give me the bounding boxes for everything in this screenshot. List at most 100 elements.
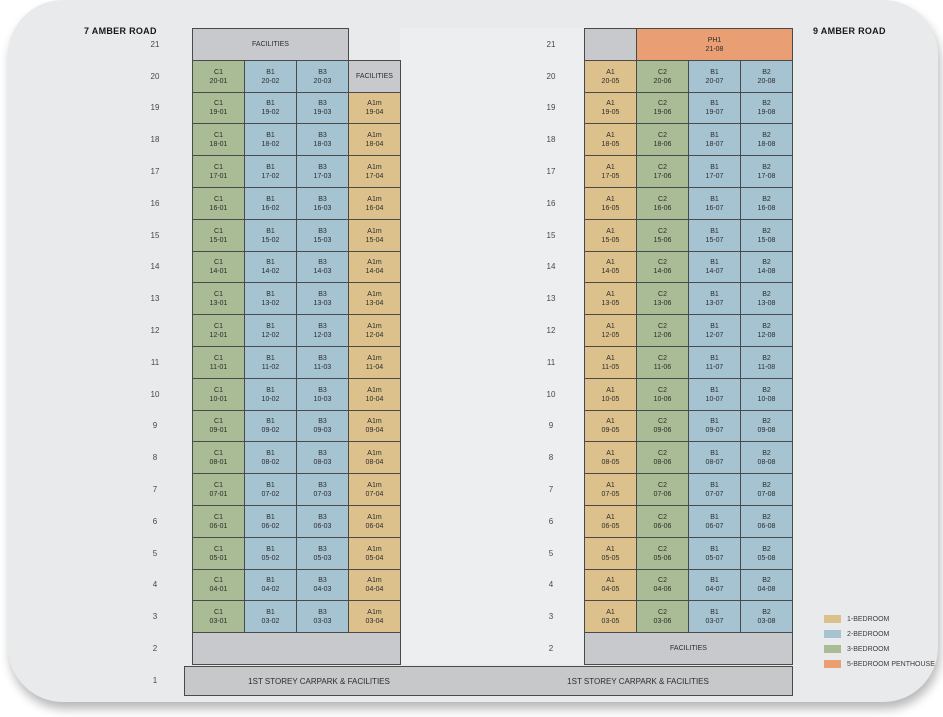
unit-cell-14-05[interactable]: A1 14-05: [584, 251, 637, 283]
unit-cell-09-01[interactable]: C1 09-01: [192, 410, 245, 442]
unit-cell-17-01[interactable]: C1 17-01: [192, 155, 245, 188]
unit-cell-05-06[interactable]: C2 05-06: [636, 537, 689, 570]
unit-cell-09-08[interactable]: B2 09-08: [740, 410, 793, 442]
unit-cell-12-07[interactable]: B1 12-07: [688, 314, 741, 347]
unit-cell-14-08[interactable]: B2 14-08: [740, 251, 793, 283]
unit-cell-16-04[interactable]: A1m 16-04: [348, 187, 401, 220]
unit-cell-09-07[interactable]: B1 09-07: [688, 410, 741, 442]
unit-cell-11-07[interactable]: B1 11-07: [688, 346, 741, 379]
unit-cell-15-07[interactable]: B1 15-07: [688, 219, 741, 252]
unit-cell-10-04[interactable]: A1m 10-04: [348, 378, 401, 411]
unit-cell-19-03[interactable]: B3 19-03: [296, 92, 349, 124]
unit-cell-07-02[interactable]: B1 07-02: [244, 473, 297, 506]
unit-cell-06-02[interactable]: B1 06-02: [244, 505, 297, 538]
unit-cell-15-08[interactable]: B2 15-08: [740, 219, 793, 252]
unit-cell-20-05[interactable]: A1 20-05: [584, 60, 637, 93]
unit-cell-08-04[interactable]: A1m 08-04: [348, 441, 401, 474]
unit-cell-10-06[interactable]: C2 10-06: [636, 378, 689, 411]
unit-cell-16-08[interactable]: B2 16-08: [740, 187, 793, 220]
unit-cell-04-06[interactable]: C2 04-06: [636, 569, 689, 601]
unit-cell-17-08[interactable]: B2 17-08: [740, 155, 793, 188]
unit-cell-19-01[interactable]: C1 19-01: [192, 92, 245, 124]
unit-cell-17-05[interactable]: A1 17-05: [584, 155, 637, 188]
unit-cell-03-06[interactable]: C2 03-06: [636, 600, 689, 633]
unit-cell-15-02[interactable]: B1 15-02: [244, 219, 297, 252]
unit-cell-13-07[interactable]: B1 13-07: [688, 282, 741, 315]
unit-cell-05-02[interactable]: B1 05-02: [244, 537, 297, 570]
unit-cell-07-01[interactable]: C1 07-01: [192, 473, 245, 506]
unit-cell-10-01[interactable]: C1 10-01: [192, 378, 245, 411]
unit-cell-19-06[interactable]: C2 19-06: [636, 92, 689, 124]
unit-cell-07-08[interactable]: B2 07-08: [740, 473, 793, 506]
unit-cell-04-05[interactable]: A1 04-05: [584, 569, 637, 601]
unit-cell-13-03[interactable]: B3 13-03: [296, 282, 349, 315]
unit-cell-14-04[interactable]: A1m 14-04: [348, 251, 401, 283]
unit-cell-09-03[interactable]: B3 09-03: [296, 410, 349, 442]
unit-cell-03-08[interactable]: B2 03-08: [740, 600, 793, 633]
unit-cell-17-02[interactable]: B1 17-02: [244, 155, 297, 188]
unit-cell-11-06[interactable]: C2 11-06: [636, 346, 689, 379]
unit-cell-08-05[interactable]: A1 08-05: [584, 441, 637, 474]
unit-cell-06-07[interactable]: B1 06-07: [688, 505, 741, 538]
unit-cell-06-04[interactable]: A1m 06-04: [348, 505, 401, 538]
unit-cell-12-08[interactable]: B2 12-08: [740, 314, 793, 347]
unit-cell-04-04[interactable]: A1m 04-04: [348, 569, 401, 601]
unit-cell-19-02[interactable]: B1 19-02: [244, 92, 297, 124]
unit-cell-16-05[interactable]: A1 16-05: [584, 187, 637, 220]
unit-cell-09-05[interactable]: A1 09-05: [584, 410, 637, 442]
unit-cell-18-01[interactable]: C1 18-01: [192, 123, 245, 156]
unit-cell-03-04[interactable]: A1m 03-04: [348, 600, 401, 633]
unit-cell-09-02[interactable]: B1 09-02: [244, 410, 297, 442]
unit-cell-16-02[interactable]: B1 16-02: [244, 187, 297, 220]
unit-cell-11-01[interactable]: C1 11-01: [192, 346, 245, 379]
unit-cell-08-01[interactable]: C1 08-01: [192, 441, 245, 474]
unit-cell-15-05[interactable]: A1 15-05: [584, 219, 637, 252]
unit-cell-05-01[interactable]: C1 05-01: [192, 537, 245, 570]
unit-cell-16-01[interactable]: C1 16-01: [192, 187, 245, 220]
unit-cell-08-03[interactable]: B3 08-03: [296, 441, 349, 474]
unit-cell-03-03[interactable]: B3 03-03: [296, 600, 349, 633]
unit-cell-11-02[interactable]: B1 11-02: [244, 346, 297, 379]
unit-cell-05-03[interactable]: B3 05-03: [296, 537, 349, 570]
unit-cell-12-02[interactable]: B1 12-02: [244, 314, 297, 347]
unit-cell-07-05[interactable]: A1 07-05: [584, 473, 637, 506]
unit-cell-17-06[interactable]: C2 17-06: [636, 155, 689, 188]
unit-cell-20-02[interactable]: B1 20-02: [244, 60, 297, 93]
unit-cell-04-01[interactable]: C1 04-01: [192, 569, 245, 601]
unit-cell-08-06[interactable]: C2 08-06: [636, 441, 689, 474]
unit-cell-19-05[interactable]: A1 19-05: [584, 92, 637, 124]
unit-cell-03-02[interactable]: B1 03-02: [244, 600, 297, 633]
unit-cell-21-08[interactable]: PH1 21-08: [636, 28, 793, 61]
unit-cell-11-05[interactable]: A1 11-05: [584, 346, 637, 379]
unit-cell-13-04[interactable]: A1m 13-04: [348, 282, 401, 315]
unit-cell-18-08[interactable]: B2 18-08: [740, 123, 793, 156]
unit-cell-12-05[interactable]: A1 12-05: [584, 314, 637, 347]
unit-cell-15-01[interactable]: C1 15-01: [192, 219, 245, 252]
unit-cell-09-04[interactable]: A1m 09-04: [348, 410, 401, 442]
unit-cell-13-05[interactable]: A1 13-05: [584, 282, 637, 315]
unit-cell-10-05[interactable]: A1 10-05: [584, 378, 637, 411]
unit-cell-17-07[interactable]: B1 17-07: [688, 155, 741, 188]
unit-cell-18-06[interactable]: C2 18-06: [636, 123, 689, 156]
unit-cell-08-02[interactable]: B1 08-02: [244, 441, 297, 474]
unit-cell-19-07[interactable]: B1 19-07: [688, 92, 741, 124]
unit-cell-15-06[interactable]: C2 15-06: [636, 219, 689, 252]
unit-cell-14-06[interactable]: C2 14-06: [636, 251, 689, 283]
unit-cell-16-06[interactable]: C2 16-06: [636, 187, 689, 220]
unit-cell-06-03[interactable]: B3 06-03: [296, 505, 349, 538]
unit-cell-05-04[interactable]: A1m 05-04: [348, 537, 401, 570]
unit-cell-14-07[interactable]: B1 14-07: [688, 251, 741, 283]
unit-cell-12-03[interactable]: B3 12-03: [296, 314, 349, 347]
unit-cell-11-03[interactable]: B3 11-03: [296, 346, 349, 379]
unit-cell-14-03[interactable]: B3 14-03: [296, 251, 349, 283]
unit-cell-07-04[interactable]: A1m 07-04: [348, 473, 401, 506]
unit-cell-06-06[interactable]: C2 06-06: [636, 505, 689, 538]
unit-cell-17-04[interactable]: A1m 17-04: [348, 155, 401, 188]
unit-cell-12-04[interactable]: A1m 12-04: [348, 314, 401, 347]
unit-cell-13-06[interactable]: C2 13-06: [636, 282, 689, 315]
unit-cell-14-01[interactable]: C1 14-01: [192, 251, 245, 283]
unit-cell-06-01[interactable]: C1 06-01: [192, 505, 245, 538]
unit-cell-20-06[interactable]: C2 20-06: [636, 60, 689, 93]
unit-cell-17-03[interactable]: B3 17-03: [296, 155, 349, 188]
unit-cell-09-06[interactable]: C2 09-06: [636, 410, 689, 442]
